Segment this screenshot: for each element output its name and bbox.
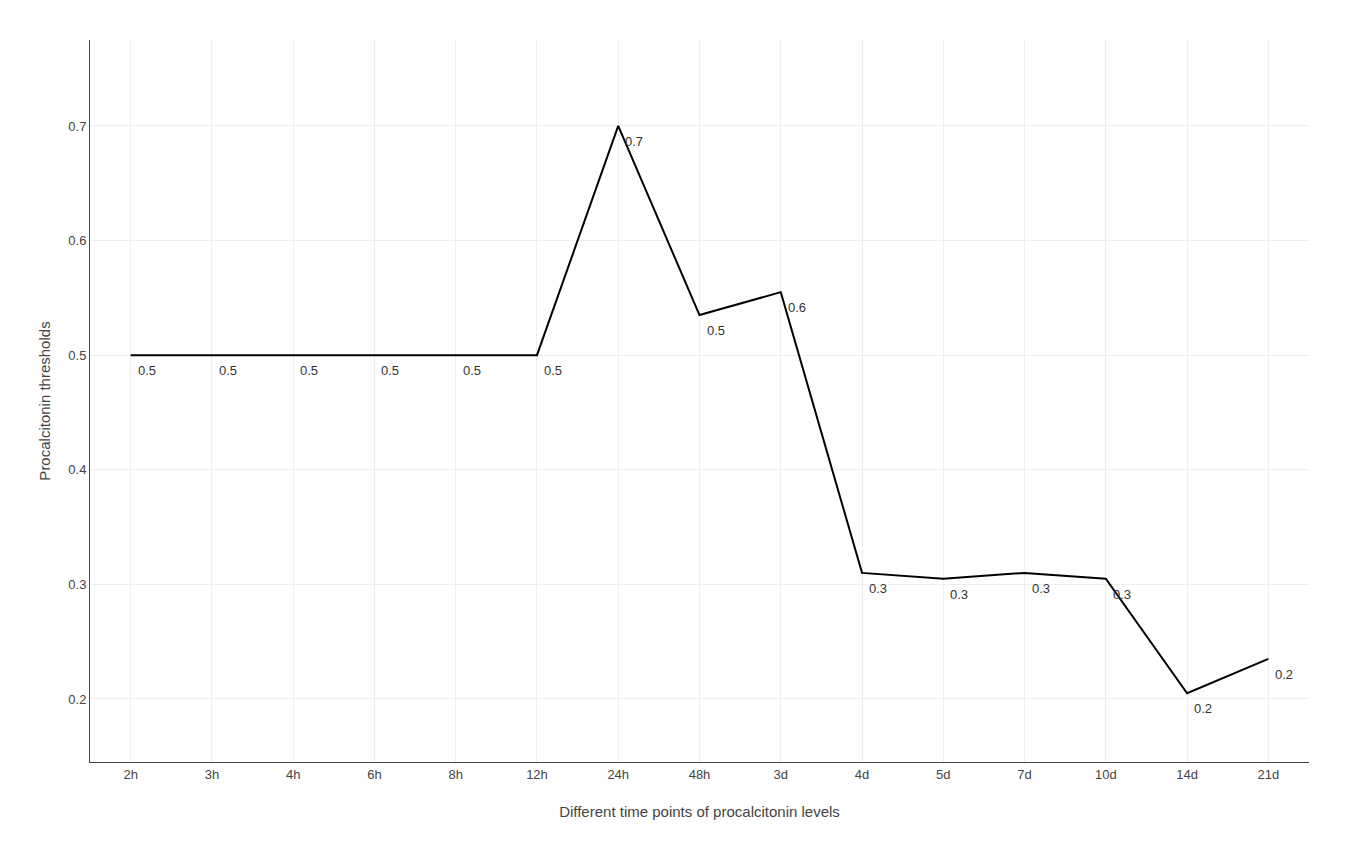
svg-text:0.5: 0.5: [68, 348, 86, 363]
svg-text:14d: 14d: [1176, 767, 1198, 782]
svg-text:0.5: 0.5: [707, 323, 725, 338]
svg-text:0.6: 0.6: [68, 233, 86, 248]
svg-text:0.2: 0.2: [1275, 667, 1293, 682]
svg-text:6h: 6h: [367, 767, 381, 782]
svg-text:24h: 24h: [607, 767, 629, 782]
svg-text:48h: 48h: [689, 767, 711, 782]
svg-text:5d: 5d: [936, 767, 950, 782]
svg-text:3d: 3d: [774, 767, 788, 782]
svg-text:0.5: 0.5: [381, 363, 399, 378]
svg-text:0.5: 0.5: [219, 363, 237, 378]
svg-text:0.2: 0.2: [1194, 701, 1212, 716]
svg-text:0.3: 0.3: [950, 587, 968, 602]
svg-text:3h: 3h: [205, 767, 219, 782]
svg-text:Procalcitonin thresholds: Procalcitonin thresholds: [36, 321, 53, 480]
svg-text:0.3: 0.3: [1113, 587, 1131, 602]
svg-text:0.3: 0.3: [869, 581, 887, 596]
svg-text:0.5: 0.5: [300, 363, 318, 378]
svg-text:0.7: 0.7: [68, 119, 86, 134]
svg-text:7d: 7d: [1017, 767, 1031, 782]
svg-text:4h: 4h: [286, 767, 300, 782]
svg-text:4d: 4d: [855, 767, 869, 782]
svg-text:12h: 12h: [526, 767, 548, 782]
svg-text:0.4: 0.4: [68, 462, 86, 477]
svg-text:8h: 8h: [448, 767, 462, 782]
svg-text:0.5: 0.5: [544, 363, 562, 378]
svg-text:10d: 10d: [1095, 767, 1117, 782]
svg-text:Different time points of proca: Different time points of procalcitonin l…: [559, 803, 840, 820]
svg-text:0.7: 0.7: [625, 134, 643, 149]
svg-text:21d: 21d: [1258, 767, 1280, 782]
svg-text:0.5: 0.5: [138, 363, 156, 378]
svg-text:0.2: 0.2: [68, 692, 86, 707]
svg-text:0.5: 0.5: [463, 363, 481, 378]
svg-text:0.6: 0.6: [788, 300, 806, 315]
svg-text:0.3: 0.3: [68, 577, 86, 592]
svg-text:2h: 2h: [123, 767, 137, 782]
svg-text:0.3: 0.3: [1032, 581, 1050, 596]
